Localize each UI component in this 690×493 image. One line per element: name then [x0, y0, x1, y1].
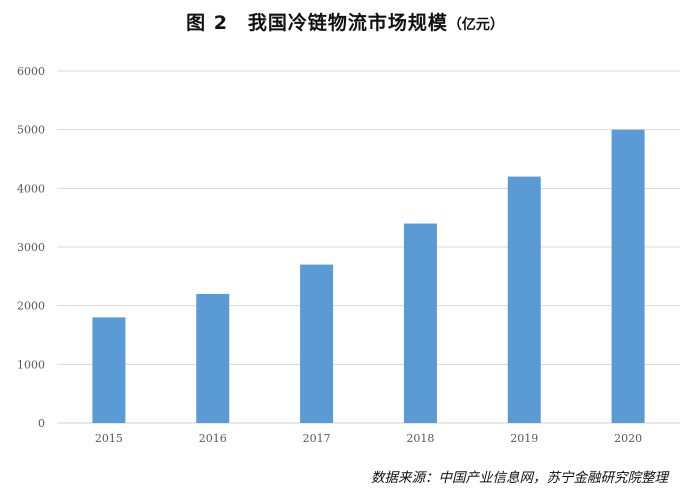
chart-title-main: 图 2 我国冷链物流市场规模	[186, 12, 448, 34]
bar-2018	[403, 223, 437, 423]
x-axis-ticks: 2015 2016 2017 2018 2019 2020	[95, 432, 642, 445]
x-tick-label: 2019	[510, 432, 538, 445]
bar-2015	[92, 317, 126, 423]
source-note: 数据来源：中国产业信息网，苏宁金融研究院整理	[371, 470, 668, 486]
x-tick-label: 2018	[406, 432, 434, 445]
x-tick-label: 2017	[303, 432, 331, 445]
y-tick-label: 3000	[17, 241, 45, 254]
bar-2017	[300, 264, 334, 423]
y-tick-label: 1000	[17, 358, 45, 371]
y-tick-label: 4000	[17, 182, 45, 195]
bars	[92, 129, 645, 423]
chart-title-unit: （亿元）	[447, 17, 504, 33]
gridlines	[57, 70, 680, 424]
y-axis-ticks: 0 1000 2000 3000 4000 5000 6000	[17, 65, 45, 430]
chart-title: 图 2 我国冷链物流市场规模（亿元）	[0, 8, 690, 35]
x-tick-label: 2015	[95, 432, 123, 445]
y-tick-label: 5000	[17, 124, 45, 137]
y-tick-label: 0	[38, 417, 45, 430]
y-tick-label: 6000	[17, 65, 45, 78]
y-tick-label: 2000	[17, 300, 45, 313]
bar-2020	[611, 129, 645, 423]
bar-2019	[507, 176, 541, 423]
x-tick-label: 2016	[199, 432, 227, 445]
bar-2016	[196, 293, 230, 423]
x-tick-label: 2020	[614, 432, 642, 445]
